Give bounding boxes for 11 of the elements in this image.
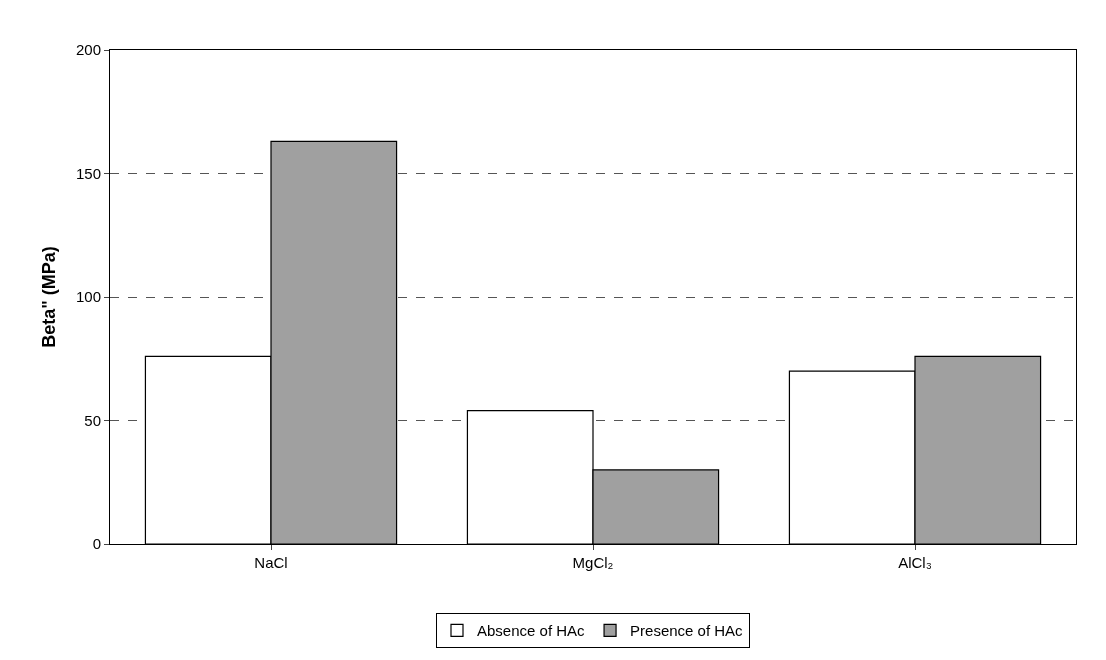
y-tick-label: 50 <box>84 411 101 429</box>
legend-label: Absence of HAc <box>477 622 586 640</box>
y-tick-label: 100 <box>75 288 101 306</box>
y-tick-label: 0 <box>92 535 101 553</box>
x-tick-label: MgCl₂ <box>572 554 614 571</box>
x-tick-label: AlCl₃ <box>898 554 932 571</box>
y-tick-label: 150 <box>75 164 101 182</box>
y-axis-title: Beta" (MPa) <box>39 246 60 348</box>
x-tick-label: NaCl <box>254 554 288 571</box>
legend-label: Presence of HAc <box>630 622 744 640</box>
y-tick-label: 200 <box>75 41 101 59</box>
